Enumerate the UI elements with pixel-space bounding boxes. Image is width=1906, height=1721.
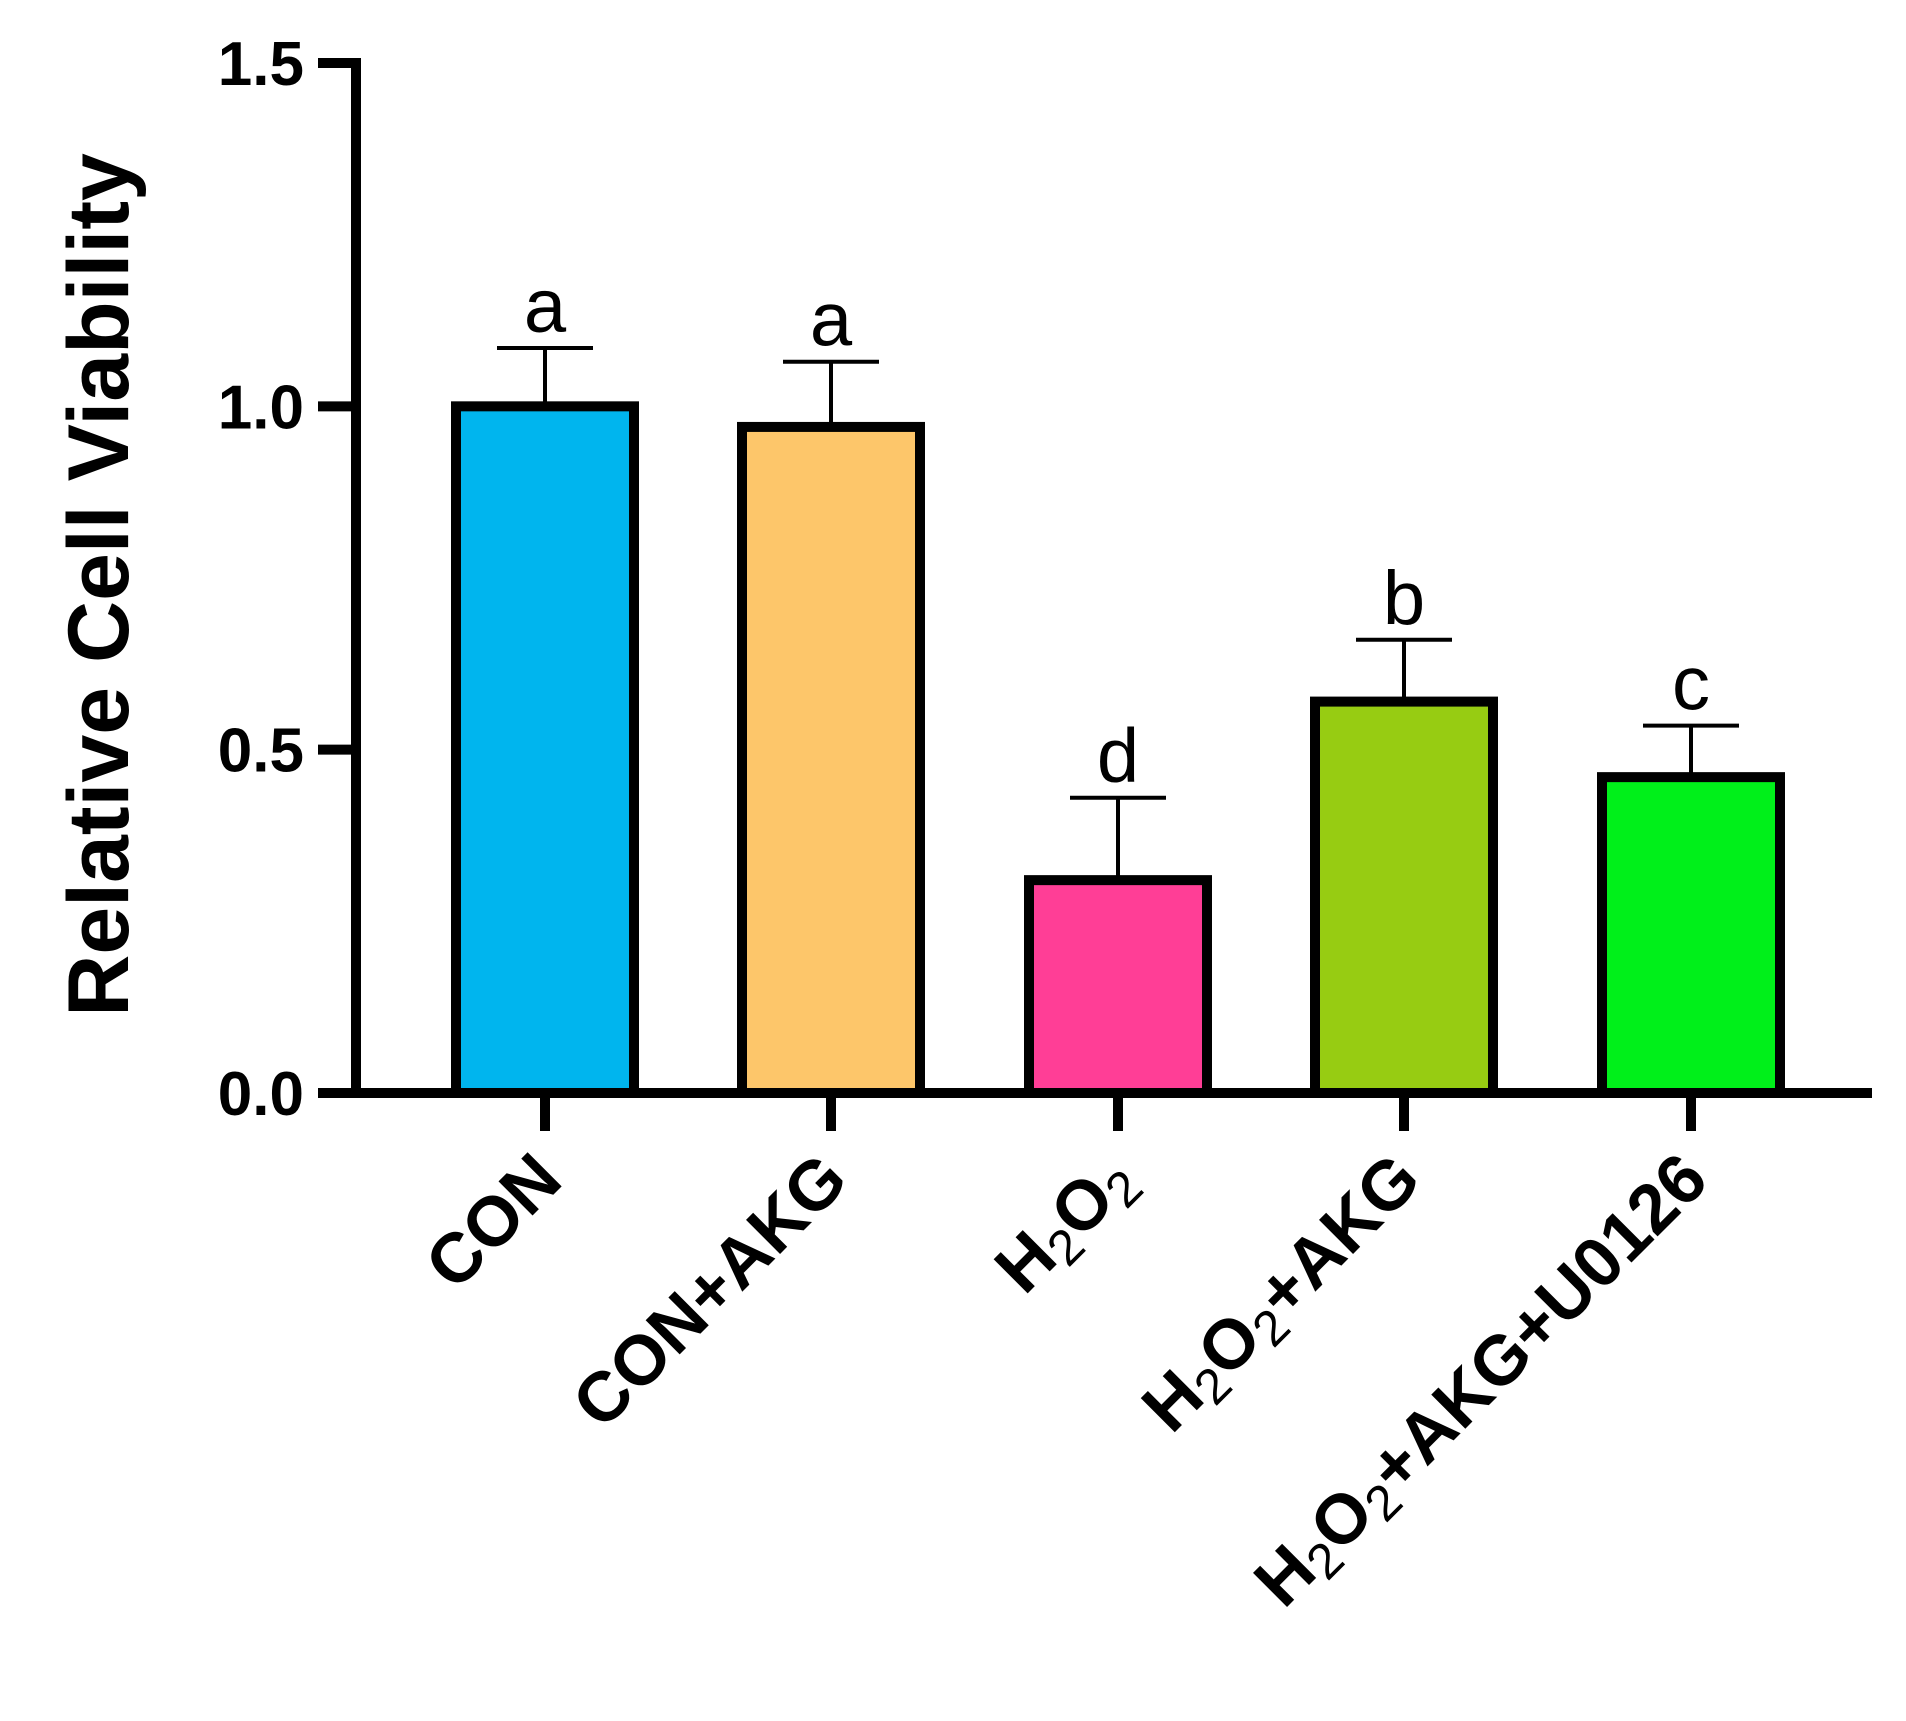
- bar-0: [451, 401, 639, 1099]
- bar-4: [1597, 772, 1785, 1099]
- y-tick-label-1: 0.5: [218, 717, 304, 786]
- x-tick-label-1: CON+AKG: [558, 1138, 862, 1442]
- label-text: CON: [410, 1138, 575, 1303]
- significance-label-2: d: [1097, 714, 1139, 799]
- significance-label-0: a: [524, 264, 567, 349]
- label-text: +AKG: [1241, 1138, 1435, 1332]
- significance-label-3: b: [1383, 556, 1425, 641]
- label-text: CON+AKG: [558, 1138, 862, 1442]
- bar-1: [737, 421, 925, 1098]
- significance-label-4: c: [1672, 642, 1710, 727]
- bar-3: [1310, 696, 1498, 1098]
- y-tick-label-2: 1.0: [218, 373, 304, 442]
- x-tick-label-2: H2O2: [980, 1138, 1154, 1312]
- x-tick-label-0: CON: [410, 1138, 575, 1303]
- y-tick-label-3: 1.5: [218, 30, 304, 99]
- x-tick-label-3: H2O2+AKG: [1127, 1138, 1440, 1451]
- bar-2: [1024, 875, 1212, 1099]
- y-axis-title: Relative Cell Viability: [51, 153, 147, 1017]
- y-tick-label-0: 0.0: [218, 1060, 304, 1129]
- significance-label-1: a: [810, 278, 853, 363]
